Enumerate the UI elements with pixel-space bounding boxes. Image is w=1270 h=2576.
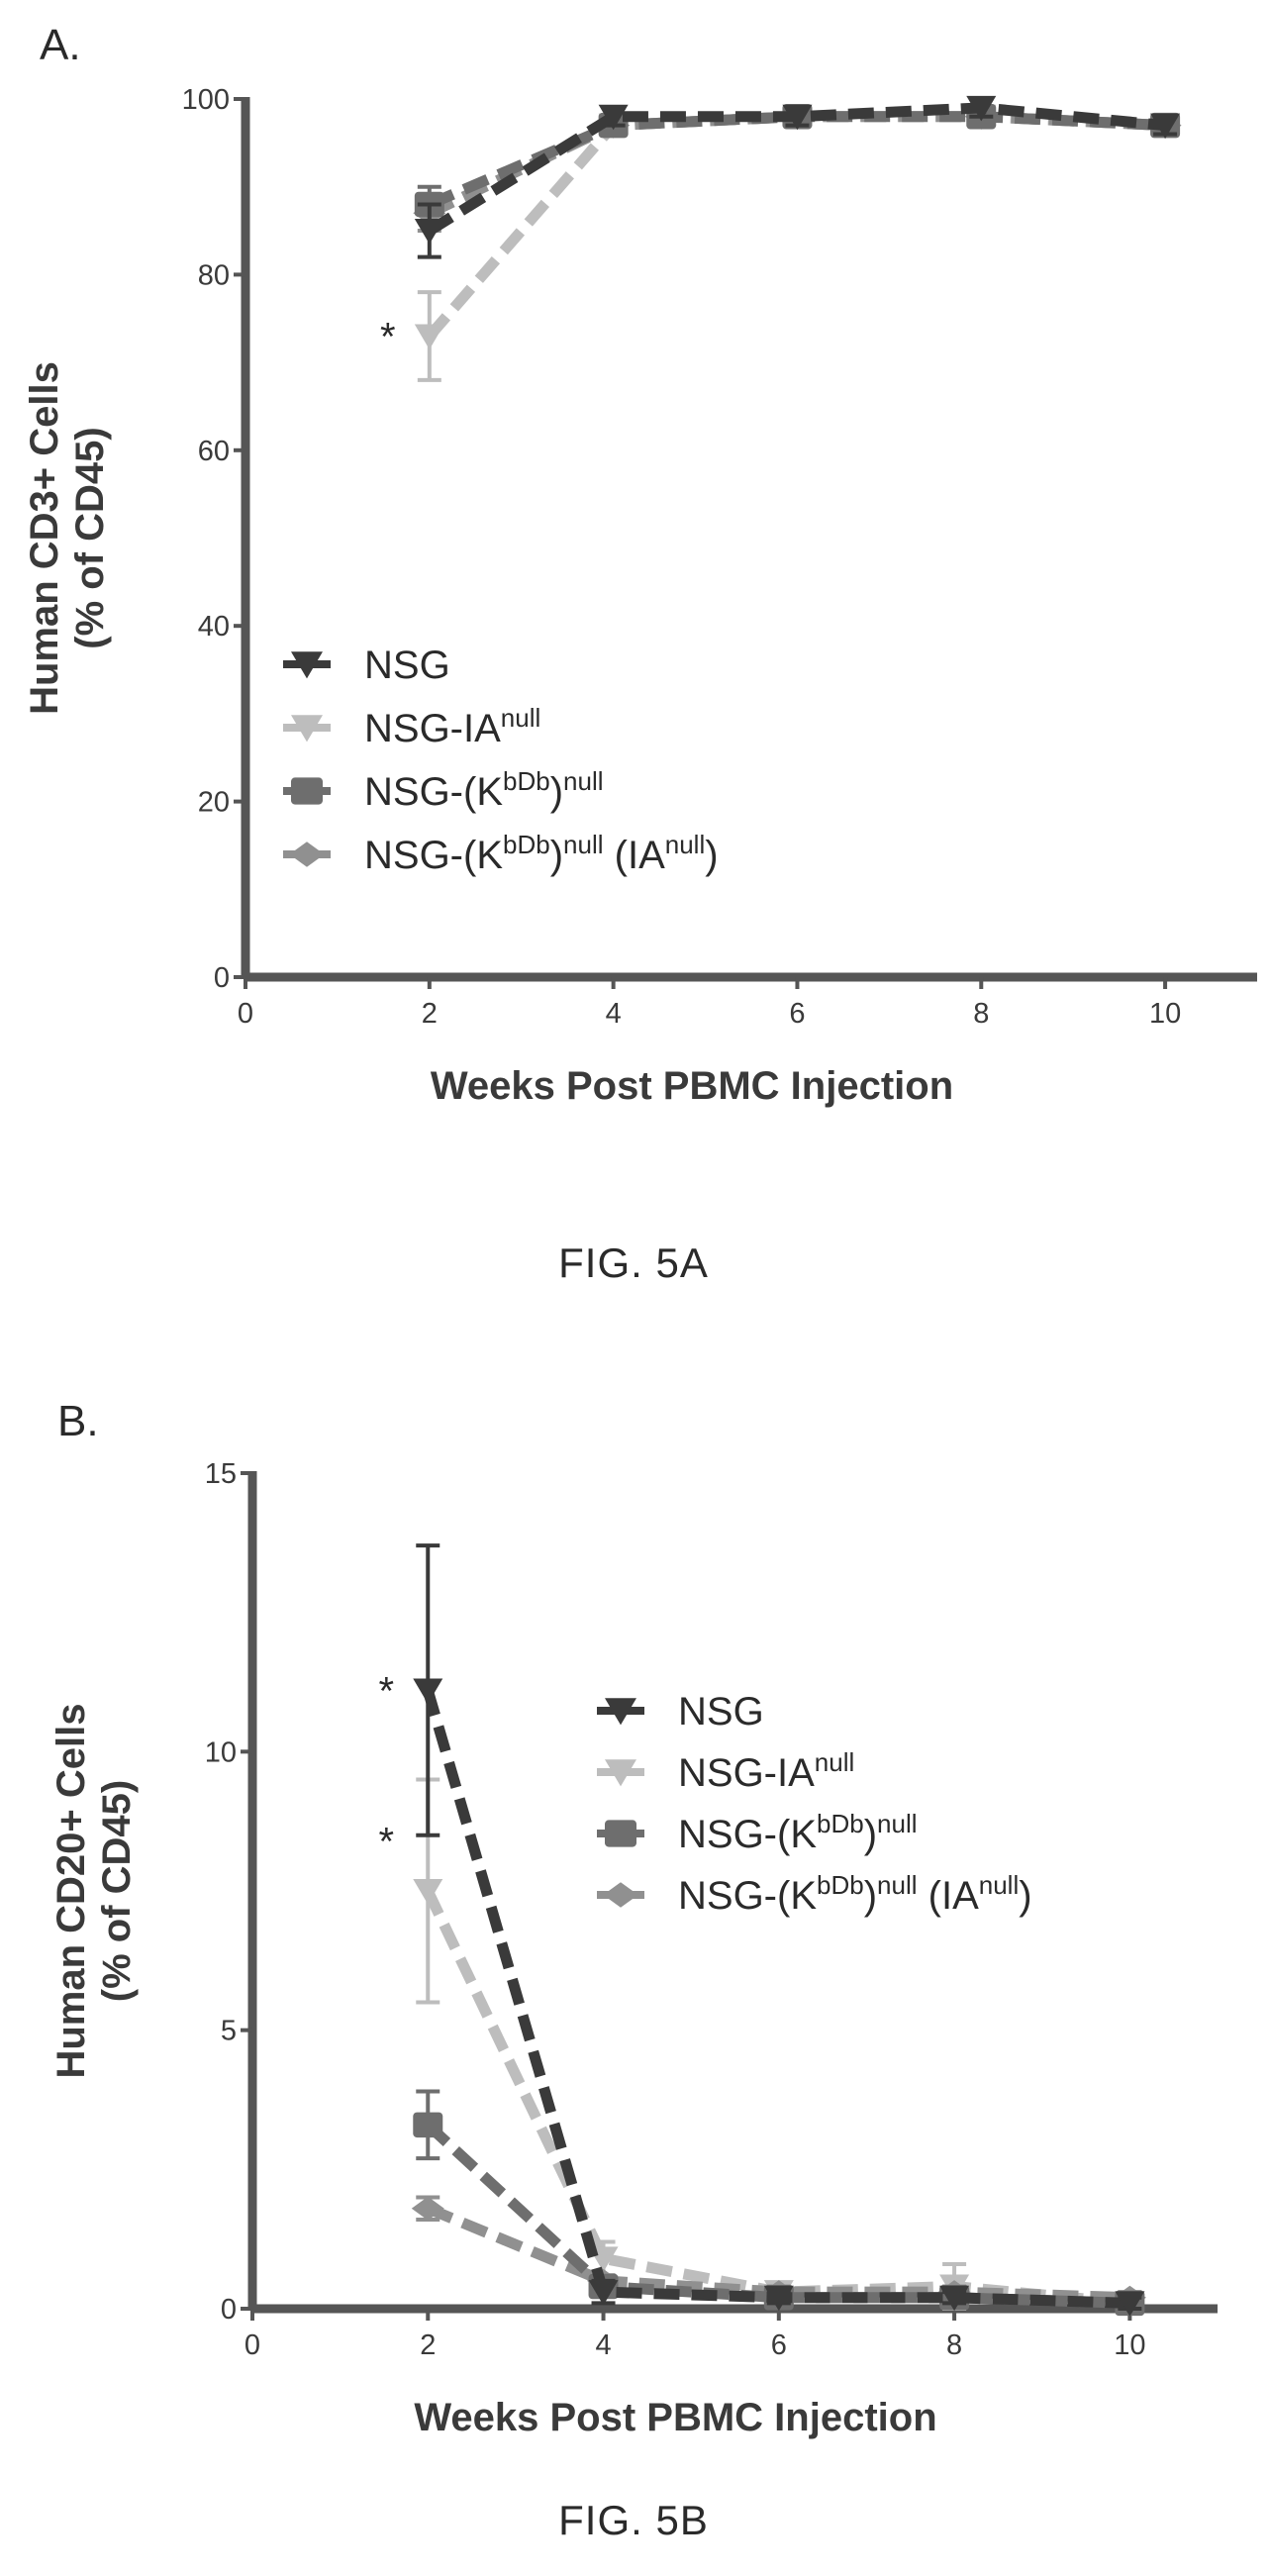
x-tick-label: 6 (789, 998, 805, 1030)
legend: NSG NSG-IAnull NSG-(KbDb)null NSG-(KbDb)nul… (597, 1690, 1032, 1918)
series-1 (413, 1777, 1145, 2317)
y-axis-title-line: Human CD20+ Cells (49, 1703, 93, 2078)
series-0 (414, 95, 1181, 259)
significance-star: * (378, 1669, 394, 1713)
data-point (413, 2112, 443, 2138)
legend-label: NSG-IAnull (364, 703, 540, 750)
y-tick-label: 15 (205, 1458, 237, 1490)
y-tick-label: 40 (198, 611, 230, 643)
y-tick-label: 100 (182, 84, 230, 116)
y-axis-title-line: Human CD3+ Cells (23, 361, 66, 715)
data-point (413, 1678, 443, 1704)
legend-marker (291, 651, 323, 679)
legend-label: NSG-(KbDb)null (678, 1809, 918, 1856)
y-tick-label: 0 (214, 962, 230, 994)
significance-star: * (378, 1820, 394, 1863)
legend-item: NSG-IAnull (597, 1747, 854, 1795)
legend-item: NSG (597, 1690, 764, 1734)
legend-label: NSG (364, 644, 450, 687)
data-point (1150, 113, 1181, 140)
y-axis-title: Human CD20+ Cells(% of CD45) (49, 1703, 139, 2078)
data-point (414, 324, 444, 349)
figure-caption: FIG. 5B (558, 2497, 709, 2543)
legend-label: NSG (678, 1690, 764, 1734)
y-tick-label: 10 (205, 1736, 237, 1768)
legend-item: NSG-IAnull (283, 703, 540, 750)
x-tick-label: 6 (771, 2329, 787, 2361)
y-tick-label: 0 (221, 2294, 237, 2326)
x-tick-label: 2 (420, 2329, 436, 2361)
legend-marker (605, 1820, 636, 1847)
data-point (411, 2196, 444, 2221)
legend-marker (603, 1882, 638, 1908)
legend: NSG NSG-IAnull NSG-(KbDb)null NSG-(KbDb)nul… (283, 644, 719, 877)
x-tick-label: 8 (973, 998, 989, 1030)
significance-star: * (380, 315, 396, 358)
y-axis-title-line: (% of CD45) (95, 1780, 139, 2002)
y-tick-label: 5 (221, 2016, 237, 2047)
legend-item: NSG-(KbDb)null (283, 766, 604, 814)
legend-marker (605, 1759, 636, 1787)
data-point (966, 95, 997, 122)
legend-item: NSG (283, 644, 450, 687)
data-point (1115, 2291, 1145, 2317)
legend-item: NSG-(KbDb)null (IAnull) (283, 830, 719, 877)
x-axis-title: Weeks Post PBMC Injection (431, 1064, 953, 1108)
x-tick-label: 2 (422, 998, 438, 1030)
series-1 (414, 104, 1181, 382)
x-tick-label: 4 (606, 998, 622, 1030)
data-point (782, 104, 813, 131)
data-point (763, 2285, 794, 2312)
y-tick-label: 20 (198, 787, 230, 819)
legend-label: NSG-(KbDb)null (IAnull) (364, 830, 719, 877)
series-line (425, 111, 1166, 341)
data-point (939, 2285, 970, 2312)
series-0 (413, 1543, 1145, 2317)
y-tick-label: 80 (198, 259, 230, 291)
y-axis-title-line: (% of CD45) (68, 427, 112, 648)
data-point (414, 219, 444, 245)
chart-panel-b: B. 0 5 10 15 0 2 4 6 8 10 Weeks Post PBMC Injection… (49, 1397, 1218, 2543)
legend-marker (291, 777, 323, 805)
x-tick-label: 0 (244, 2329, 260, 2361)
figure-caption: FIG. 5A (558, 1239, 709, 1286)
legend-label: NSG-(KbDb)null (364, 766, 604, 814)
legend-marker (289, 842, 325, 867)
series-line (423, 1888, 1130, 2309)
data-point (598, 104, 629, 131)
series-line (424, 2121, 1130, 2309)
x-tick-label: 4 (595, 2329, 611, 2361)
legend-item: NSG-(KbDb)null (IAnull) (597, 1870, 1032, 1918)
legend-label: NSG-(KbDb)null (IAnull) (678, 1870, 1032, 1918)
panel-letter: A. (40, 21, 81, 69)
x-tick-label: 10 (1114, 2329, 1145, 2361)
legend-marker (291, 715, 323, 743)
x-tick-label: 10 (1149, 998, 1181, 1030)
y-axis-title: Human CD3+ Cells(% of CD45) (23, 361, 112, 715)
x-tick-label: 8 (946, 2329, 962, 2361)
x-axis-title: Weeks Post PBMC Injection (414, 2396, 936, 2439)
data-point (413, 1879, 443, 1905)
panel-letter: B. (57, 1397, 99, 1445)
legend-label: NSG-IAnull (678, 1747, 854, 1795)
x-tick-label: 0 (238, 998, 253, 1030)
legend-item: NSG-(KbDb)null (597, 1809, 918, 1856)
y-tick-label: 60 (198, 436, 230, 467)
series-line (426, 2203, 1130, 2304)
legend-marker (605, 1698, 636, 1726)
data-point (588, 2280, 619, 2306)
chart-panel-a: A. 0 20 40 60 80 100 0 2 4 6 8 10 Weeks Post PBMC Inj… (23, 21, 1257, 1286)
